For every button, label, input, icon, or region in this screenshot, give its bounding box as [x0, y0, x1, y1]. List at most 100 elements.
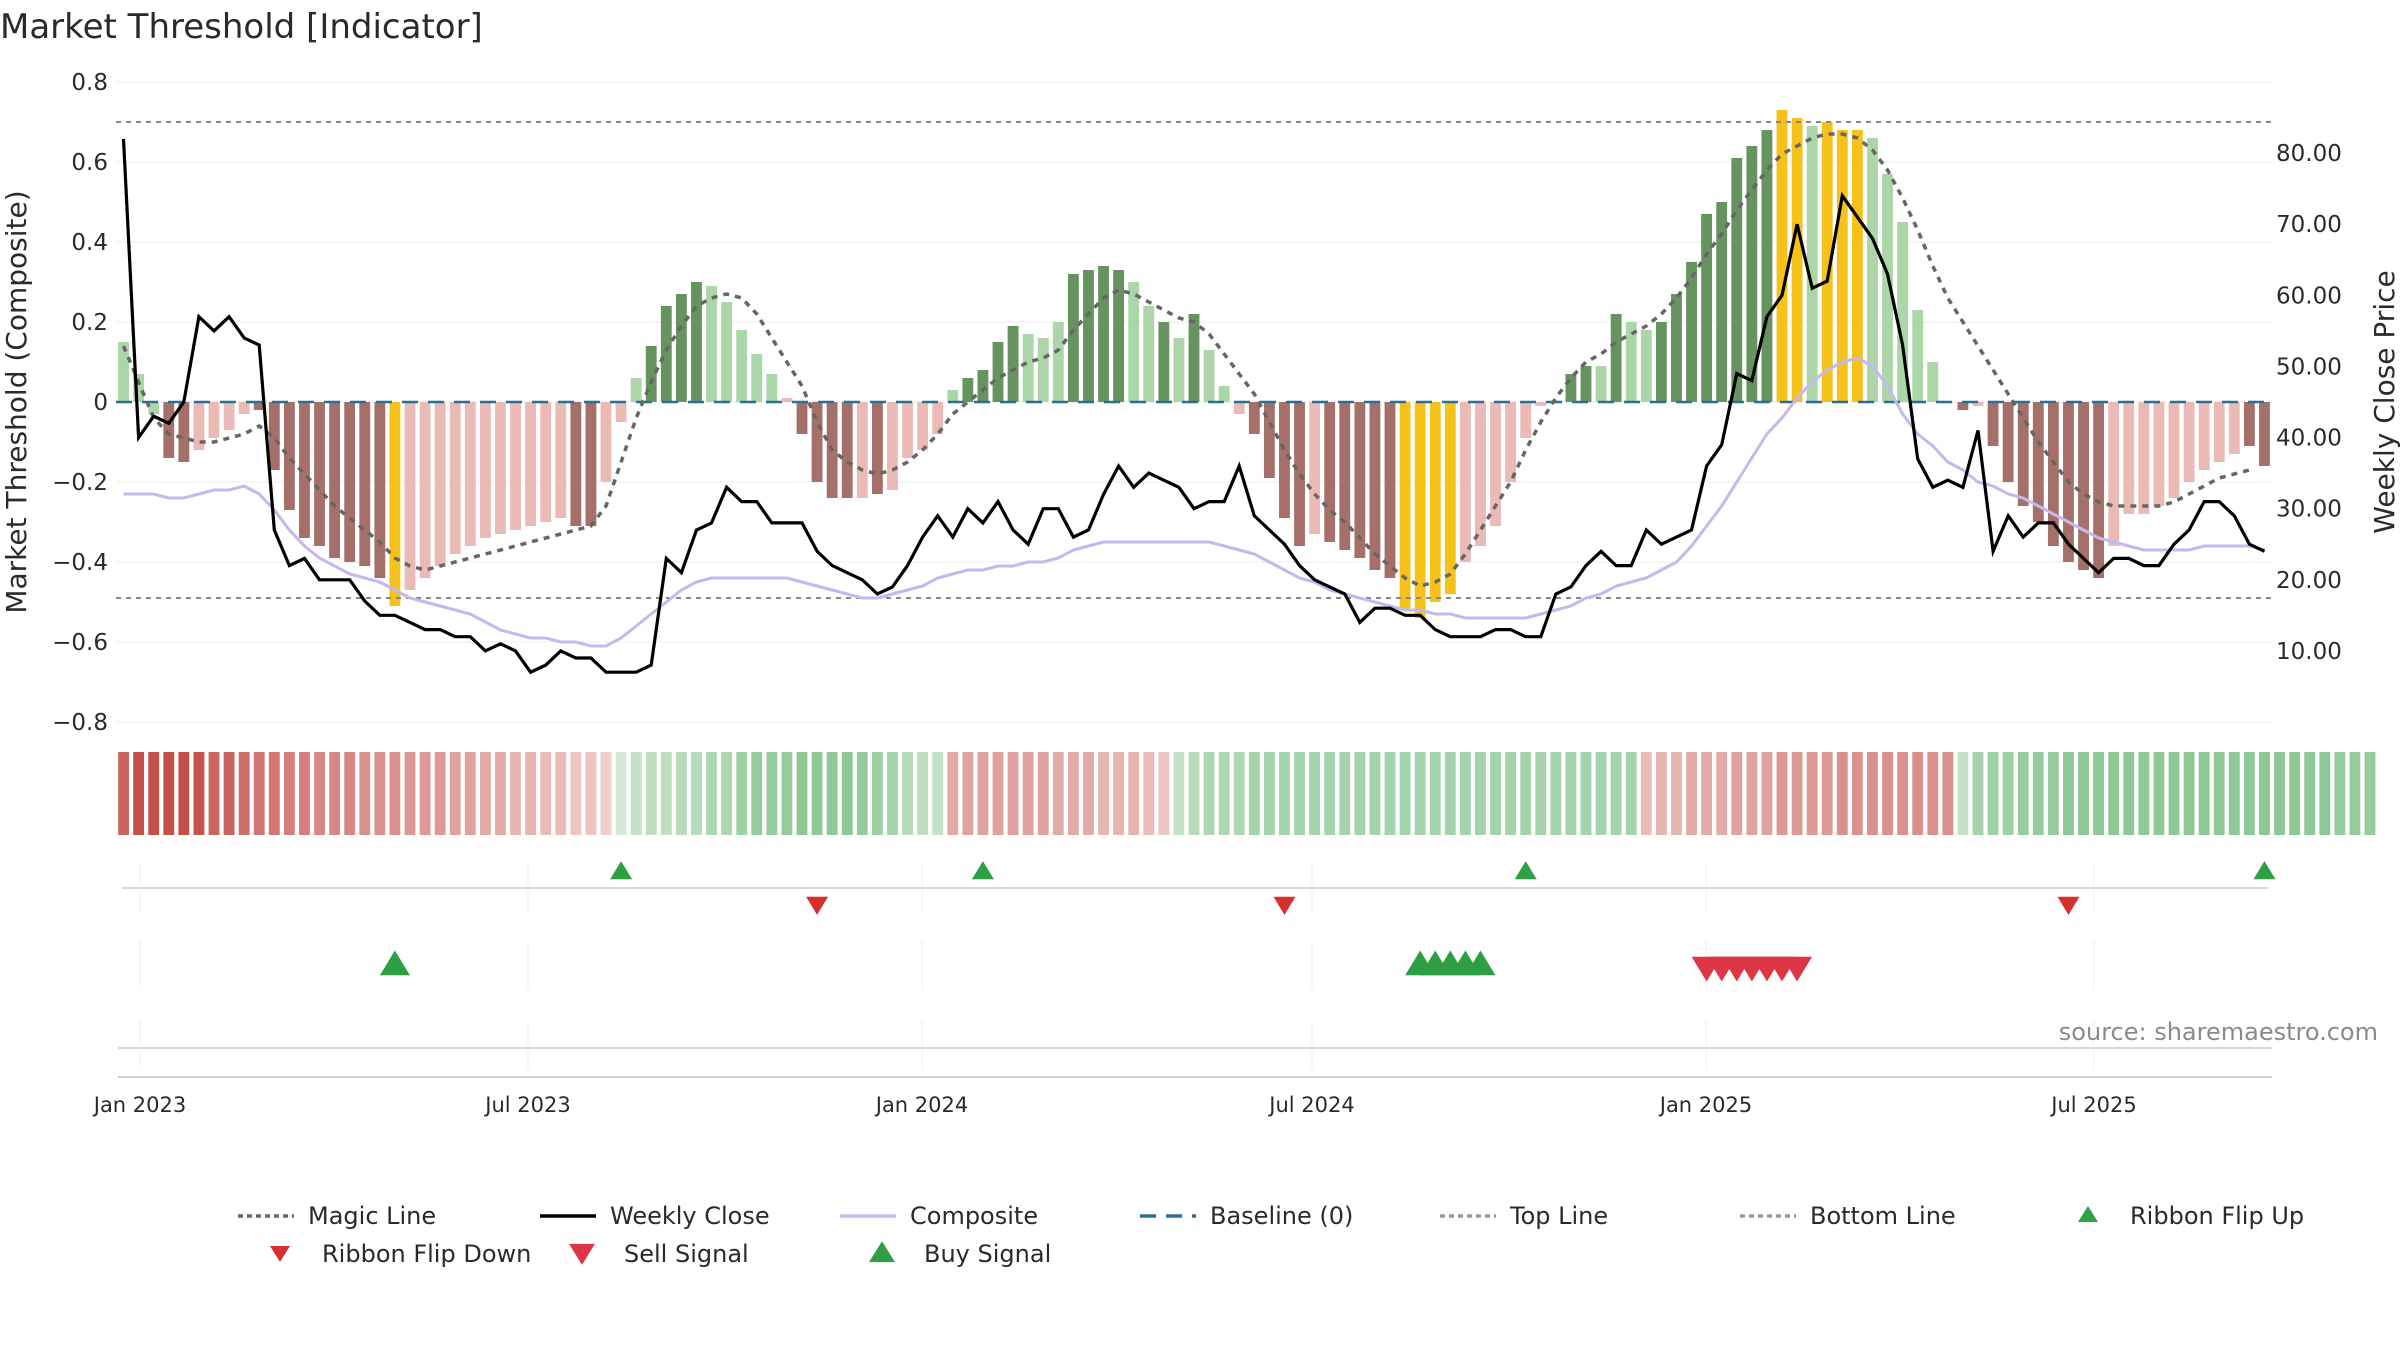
legend: Magic Line Weekly Close Composite Baseline …: [238, 1202, 2304, 1268]
ribbon-cell: [1520, 752, 1532, 835]
composite-bar: [645, 346, 657, 402]
composite-bar: [1173, 338, 1185, 402]
ribbon-cell: [1203, 752, 1215, 835]
composite-bar: [1957, 402, 1969, 410]
ribbon-cell: [1384, 752, 1396, 835]
composite-bar: [1490, 402, 1501, 526]
left-y-axis: 0.8 0.6 0.4 0.2 0 −0.2 −0.4 −0.6 −0.8: [52, 70, 108, 736]
composite-bar: [856, 402, 868, 498]
ribbon-cell: [1851, 752, 1863, 835]
composite-bar: [253, 402, 265, 410]
legend-label: Buy Signal: [924, 1240, 1051, 1268]
ribbon-cell: [1067, 752, 1079, 835]
ribbon-cell: [404, 752, 416, 835]
ribbon-cell: [148, 752, 160, 835]
composite-bar: [691, 282, 702, 402]
composite-bar: [1851, 130, 1863, 402]
ribbon-cell: [570, 752, 582, 835]
ribbon-cell: [751, 752, 763, 835]
composite-bar: [419, 402, 431, 578]
ribbon-cell: [1625, 752, 1637, 835]
composite-bar: [1505, 402, 1517, 482]
composite-bar: [118, 342, 129, 402]
ribbon-cell: [1233, 752, 1245, 835]
ribbon-cell: [314, 752, 325, 835]
ribbon-cell: [1294, 752, 1305, 835]
composite-bar: [2032, 402, 2044, 522]
composite-bar: [1716, 202, 1728, 402]
composite-bar: [706, 286, 717, 402]
composite-bar: [887, 402, 898, 490]
composite-bar: [2198, 402, 2210, 470]
ribbon-cell: [2153, 752, 2165, 835]
ribbon-cell: [1143, 752, 1155, 835]
composite-bar: [615, 402, 627, 422]
composite-bar: [1867, 138, 1878, 402]
right-y-axis: 80.00 70.00 60.00 50.00 40.00 30.00 20.00 10.00: [2276, 141, 2342, 665]
composite-bar: [1279, 402, 1290, 518]
composite-bar: [1067, 274, 1079, 402]
ribbon-cell: [2349, 752, 2361, 835]
ribbon-cell: [2334, 752, 2346, 835]
ribbon-cell: [856, 752, 868, 835]
ribbon-cell: [2063, 752, 2074, 835]
ribbon-flip-up-marker: [971, 861, 994, 880]
ribbon-cell: [449, 752, 461, 835]
ribbon-cell: [2183, 752, 2195, 835]
ribbon-cell: [329, 752, 341, 835]
composite-bar: [1444, 402, 1456, 594]
composite-bar: [932, 402, 944, 434]
ribbon-cell: [1550, 752, 1562, 835]
composite-bar: [133, 374, 145, 402]
ribbon-cell: [2078, 752, 2089, 835]
legend-swatch: [569, 1243, 595, 1265]
ribbon-cell: [238, 752, 250, 835]
composite-bar: [1610, 314, 1622, 402]
legend-item: Ribbon Flip Down: [270, 1240, 531, 1268]
ribbon-cell: [389, 752, 401, 835]
ribbon-cell: [1927, 752, 1939, 835]
composite-bar: [902, 402, 913, 458]
ribbon-cell: [525, 752, 537, 835]
composite-bar: [1701, 214, 1713, 402]
composite-bar: [1972, 402, 1984, 406]
composite-bar: [1083, 270, 1094, 402]
composite-bar: [2168, 402, 2180, 498]
weekly-close-line: [121, 138, 2266, 675]
magic-line: [121, 132, 2250, 588]
right-y-axis-label: Weekly Close Price: [2368, 270, 2400, 533]
ribbon-cell: [721, 752, 733, 835]
composite-bar: [163, 402, 175, 458]
ribbon-cell: [977, 752, 989, 835]
ribbon-cell: [163, 752, 175, 835]
ribbon-cell: [118, 752, 129, 835]
ribbon-cell: [1309, 752, 1321, 835]
x-axis: Jan 2023 Jul 2023 Jan 2024 Jul 2024 Jan 2025…: [92, 1093, 2137, 1117]
composite-bar: [1037, 338, 1049, 402]
composite-bar: [193, 402, 205, 450]
composite-bar: [2228, 402, 2240, 454]
legend-item: Magic Line: [238, 1202, 436, 1230]
ribbon-cell: [781, 752, 793, 835]
legend-label: Baseline (0): [1210, 1202, 1353, 1230]
ribbon-cell: [2198, 752, 2210, 835]
legend-label: Magic Line: [308, 1202, 436, 1230]
ribbon-flip-up-marker: [610, 861, 633, 880]
composite-bar: [796, 402, 808, 434]
composite-bar: [1309, 402, 1321, 534]
composite-bar: [1248, 402, 1260, 434]
ribbon-cell: [1761, 752, 1773, 835]
ribbon-cell: [374, 752, 386, 835]
ribbon-cell: [947, 752, 959, 835]
composite-bar: [1655, 322, 1667, 402]
ribbon-cell: [826, 752, 838, 835]
composite-bar: [1927, 362, 1939, 402]
left-y-tick-label: 0: [93, 390, 108, 416]
composite-bar: [148, 402, 160, 414]
composite-bar: [479, 402, 491, 538]
ribbon-cell: [299, 752, 310, 835]
ribbon-cell: [2168, 752, 2180, 835]
ribbon-cell: [1429, 752, 1441, 835]
ribbon-cell: [495, 752, 506, 835]
ribbon-cell: [1882, 752, 1893, 835]
